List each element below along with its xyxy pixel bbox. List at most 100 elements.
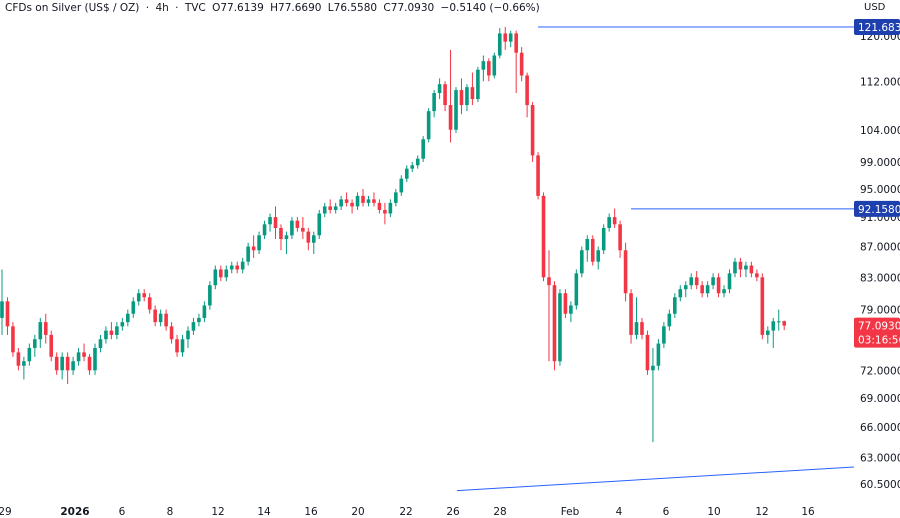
candle-body [191, 322, 196, 331]
candle [476, 66, 480, 103]
candle [705, 281, 710, 298]
candle-body [519, 52, 524, 76]
candle [186, 326, 190, 348]
candle-body [766, 330, 770, 335]
candle-body [749, 265, 754, 274]
candle [421, 136, 425, 162]
candle-body [656, 343, 661, 366]
candle [612, 208, 617, 228]
candle [552, 281, 557, 371]
candle [191, 317, 196, 335]
candle-body [147, 297, 152, 310]
candle-body [284, 235, 289, 240]
candle-body [640, 322, 644, 335]
candle-body [60, 356, 64, 371]
candle-body [366, 199, 371, 203]
candle-body [596, 250, 601, 262]
candle-body [645, 334, 650, 371]
price-axis[interactable]: 120.0000112.0000104.000099.000095.000091… [860, 31, 900, 491]
candle-body [240, 261, 245, 270]
candle [536, 152, 540, 200]
candle [355, 192, 360, 210]
candle-body [158, 313, 163, 323]
candle [197, 313, 201, 327]
candle-body [93, 347, 97, 371]
mid-price-label: 92.1580 [858, 204, 900, 216]
candle [268, 213, 272, 232]
currency-label[interactable]: USD [864, 2, 886, 13]
header-separator: · [145, 2, 150, 14]
x-tick-label: 20 [351, 506, 364, 518]
candle [569, 301, 573, 323]
candle [432, 90, 436, 118]
candle [415, 155, 420, 169]
candle-body [350, 202, 354, 207]
candle [470, 72, 475, 106]
candle-body [22, 361, 26, 366]
open-value: O77.6139 [212, 2, 264, 14]
candle [153, 305, 157, 327]
candle [574, 269, 579, 310]
candles [0, 26, 787, 443]
time-axis[interactable]: 29 2026 6 8 12 14 16 20 22 26 28 Feb 4 6 10 12 16 [0, 506, 815, 518]
candle-body [295, 220, 300, 228]
candle-body [733, 261, 737, 274]
candle [5, 297, 10, 335]
candle [33, 334, 37, 357]
candle-body [443, 84, 447, 106]
candle [54, 352, 59, 375]
candle [126, 309, 130, 327]
candle-body [71, 361, 75, 371]
candle-body [558, 293, 562, 362]
candle-body [694, 277, 699, 286]
y-tick-label: 83.0000 [860, 272, 900, 284]
candle-body [219, 269, 223, 278]
candle-body [590, 239, 595, 262]
candle [727, 269, 732, 294]
candle [16, 347, 21, 371]
candle [246, 242, 250, 266]
candle-body [317, 213, 322, 236]
symbol-name[interactable]: CFDs on Silver (US$ / OZ) [5, 2, 140, 14]
candle [683, 281, 688, 298]
candle-body [547, 277, 551, 286]
candle [437, 78, 442, 100]
candle-body [448, 105, 453, 130]
candle-body [38, 322, 43, 340]
candle [563, 289, 568, 318]
y-tick-label: 112.0000 [860, 76, 900, 88]
candle [776, 309, 781, 331]
candle [142, 289, 147, 302]
candle-body [678, 289, 683, 298]
candle [662, 322, 666, 348]
candle-body [459, 90, 464, 106]
candle-body [755, 273, 759, 278]
candle [372, 192, 376, 207]
y-tick-label: 60.5000 [860, 479, 900, 491]
x-tick-label: 2026 [60, 506, 89, 518]
candle-body [612, 217, 617, 225]
candle-body [262, 224, 267, 236]
candle-body [361, 195, 365, 203]
candle-body [328, 206, 332, 210]
candle [339, 195, 343, 210]
candle-body [481, 61, 486, 70]
candle-body [180, 339, 185, 353]
candle-body [503, 33, 508, 42]
header-separator: · [175, 2, 179, 14]
candle-body [5, 301, 10, 327]
x-tick-label: 16 [304, 506, 318, 518]
y-tick-label: 66.0000 [860, 422, 900, 434]
trend-lines[interactable] [456, 26, 855, 492]
candle [410, 161, 415, 172]
candle [640, 317, 644, 340]
candle-body [11, 326, 15, 353]
candle [262, 220, 267, 240]
interval-label[interactable]: 4h [155, 2, 169, 14]
candle [448, 49, 453, 143]
candle-body [508, 33, 513, 42]
candle [60, 352, 64, 380]
candle-body [394, 192, 398, 203]
